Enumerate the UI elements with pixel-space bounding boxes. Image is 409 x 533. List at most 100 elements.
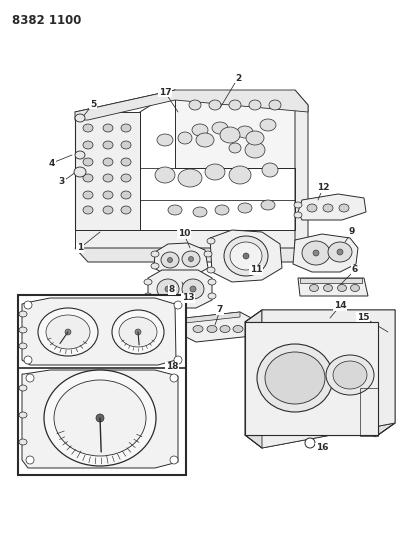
Ellipse shape [83,206,93,214]
Ellipse shape [24,301,32,309]
Ellipse shape [204,164,225,180]
Ellipse shape [301,241,329,265]
Text: 2: 2 [234,74,240,83]
Ellipse shape [157,279,179,299]
Ellipse shape [26,456,34,464]
Ellipse shape [157,134,173,146]
Ellipse shape [207,326,216,333]
Ellipse shape [309,285,318,292]
Text: 11: 11 [249,265,262,274]
Ellipse shape [261,200,274,210]
Ellipse shape [121,191,131,199]
Ellipse shape [65,329,71,335]
Polygon shape [245,310,394,322]
Ellipse shape [121,174,131,182]
Ellipse shape [336,249,342,255]
Ellipse shape [264,352,324,404]
Ellipse shape [209,100,220,110]
Ellipse shape [75,114,85,122]
Polygon shape [75,230,294,248]
Polygon shape [377,310,394,435]
Polygon shape [245,322,377,435]
Ellipse shape [189,100,200,110]
Ellipse shape [168,205,182,215]
Polygon shape [75,112,139,230]
Ellipse shape [211,122,227,134]
Ellipse shape [256,344,332,412]
Polygon shape [294,90,307,262]
Ellipse shape [19,343,27,349]
Ellipse shape [236,126,252,138]
Ellipse shape [306,204,316,212]
Ellipse shape [229,242,261,270]
Ellipse shape [121,158,131,166]
Ellipse shape [103,158,113,166]
Text: 16: 16 [315,443,328,453]
Text: 12: 12 [316,183,328,192]
Ellipse shape [332,361,366,389]
Ellipse shape [44,370,155,466]
Ellipse shape [323,285,332,292]
Ellipse shape [237,203,252,213]
Ellipse shape [167,257,172,262]
Ellipse shape [151,263,159,269]
Ellipse shape [19,327,27,333]
Ellipse shape [325,355,373,395]
Ellipse shape [189,286,196,292]
Polygon shape [209,230,281,282]
Ellipse shape [293,212,301,218]
Ellipse shape [338,204,348,212]
Ellipse shape [96,414,104,422]
Ellipse shape [204,251,211,257]
Ellipse shape [220,127,239,143]
Text: 8: 8 [169,286,175,295]
Ellipse shape [83,191,93,199]
Ellipse shape [135,329,141,335]
Ellipse shape [191,124,207,136]
Ellipse shape [207,279,216,285]
Polygon shape [154,243,207,276]
Ellipse shape [103,124,113,132]
Ellipse shape [121,141,131,149]
Text: 18: 18 [165,362,178,372]
Ellipse shape [151,251,159,257]
Text: 5: 5 [90,100,96,109]
Polygon shape [180,312,254,342]
Ellipse shape [229,166,250,184]
Ellipse shape [207,267,214,273]
Ellipse shape [207,238,214,244]
Ellipse shape [19,412,27,418]
Bar [359,388,377,436]
Ellipse shape [103,191,113,199]
Ellipse shape [170,374,178,382]
Ellipse shape [304,438,314,448]
Polygon shape [184,312,239,323]
Text: 4: 4 [49,158,55,167]
Ellipse shape [332,361,366,389]
Ellipse shape [264,352,324,404]
Text: 3: 3 [59,177,65,187]
Ellipse shape [193,207,207,217]
Ellipse shape [54,380,146,456]
Ellipse shape [119,317,157,347]
Polygon shape [75,90,307,120]
Ellipse shape [196,133,213,147]
Ellipse shape [178,132,191,144]
Ellipse shape [164,286,171,292]
Ellipse shape [178,169,202,187]
Text: 15: 15 [356,312,369,321]
Ellipse shape [182,279,204,299]
Ellipse shape [75,151,85,159]
Ellipse shape [103,206,113,214]
Ellipse shape [144,279,152,285]
Ellipse shape [83,174,93,182]
Text: 1: 1 [77,244,83,253]
Ellipse shape [46,315,90,349]
Ellipse shape [293,202,301,208]
Ellipse shape [121,206,131,214]
Ellipse shape [325,355,373,395]
Ellipse shape [327,242,351,262]
Ellipse shape [144,293,152,299]
Ellipse shape [256,344,332,412]
Text: 10: 10 [178,230,190,238]
